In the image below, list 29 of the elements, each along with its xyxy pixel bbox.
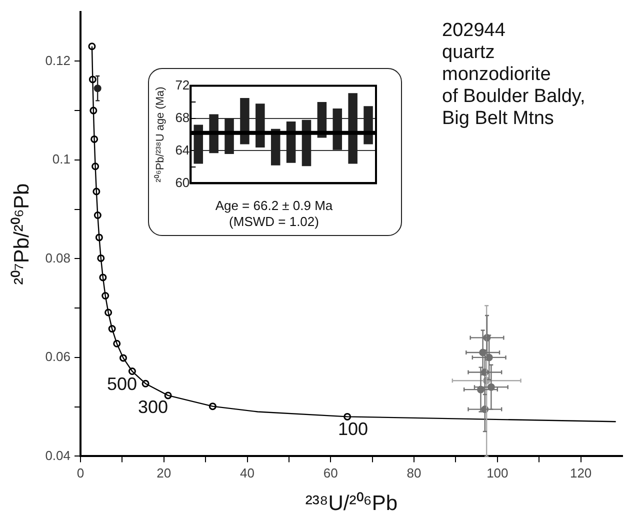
x-tick-label: 60 xyxy=(323,466,338,481)
x-axis-title: ²³⁸U/²⁰⁶Pb xyxy=(305,492,398,516)
y-tick-label: 60 xyxy=(175,174,190,190)
bar xyxy=(240,98,250,144)
annotation: (MSWD = 1.02) xyxy=(228,214,320,229)
bar xyxy=(364,106,373,144)
y-tick-label: 72 xyxy=(175,77,190,92)
y-axis-title: ²⁰⁷Pb/²⁰⁶Pb xyxy=(10,183,34,285)
x-tick-label: 100 xyxy=(486,466,508,481)
x-tick-label: 120 xyxy=(570,466,592,481)
text: 202944 quartz monzodiorite of Boulder Baldy, Big Belt Mtns xyxy=(442,20,586,130)
y-tick-label: 0.06 xyxy=(45,349,70,364)
annotation: 500 xyxy=(106,374,138,394)
x-tick-label: 80 xyxy=(406,466,422,481)
annotation: Age = 66.2 ± 0.9 Ma xyxy=(214,198,334,213)
annotation: 300 xyxy=(138,396,168,417)
y-axis-title: ²⁰⁶Pb/²³⁸U age (Ma) xyxy=(154,86,167,182)
x-tick-label: 0 xyxy=(76,466,84,481)
y-tick-label: 64 xyxy=(175,142,190,158)
y-tick-label: 0.08 xyxy=(45,250,70,266)
annotation: 100 xyxy=(338,418,368,439)
y-tick-label: 0.04 xyxy=(45,448,70,463)
bar xyxy=(348,93,358,164)
bar xyxy=(256,104,265,148)
x-tick-label: 20 xyxy=(156,466,172,481)
y-tick-label: 0.12 xyxy=(45,52,70,68)
y-tick-label: 0.1 xyxy=(52,152,70,167)
y-tick-label: 68 xyxy=(175,110,190,125)
x-tick-label: 40 xyxy=(240,466,255,481)
